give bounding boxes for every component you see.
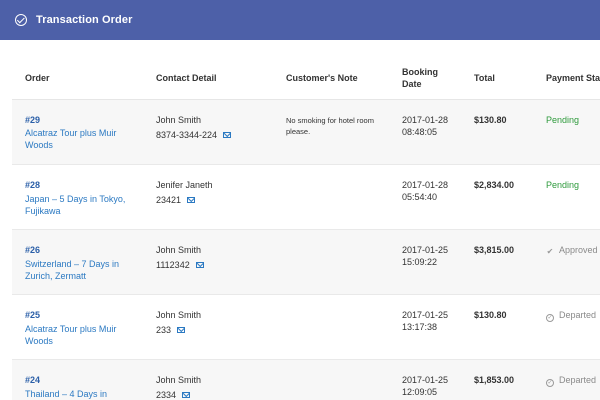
contact-phone: 2334 <box>156 389 191 400</box>
column-header-payment-status: Payment Status <box>546 73 600 83</box>
customer-note: No smoking for hotel room please. <box>286 116 374 136</box>
order-id-link[interactable]: #28 <box>25 180 41 190</box>
contact-name: John Smith <box>156 310 202 320</box>
table-row: #29 Alcatraz Tour plus Muir Woods John S… <box>12 100 600 165</box>
order-name-link[interactable]: Japan – 5 Days in Tokyo, Fujikawa <box>25 194 126 216</box>
order-name-link[interactable]: Thailand – 4 Days in <box>25 389 108 399</box>
mail-icon[interactable] <box>223 132 232 138</box>
contact-name: John Smith <box>156 375 202 385</box>
order-total: $130.80 <box>474 310 507 320</box>
check-icon: ✔ <box>546 247 554 256</box>
payment-status: ✔ Approved <box>546 245 598 256</box>
contact-name: Jenifer Janeth <box>156 180 213 190</box>
payment-status: Pending <box>546 180 580 190</box>
table-row: #24 Thailand – 4 Days in John Smith 2334… <box>12 360 600 400</box>
header-divider <box>12 99 600 100</box>
payment-status: ✓ Departed <box>546 310 597 322</box>
contact-phone: 8374-3344-224 <box>156 129 232 141</box>
payment-status: Pending <box>546 115 580 125</box>
column-header-order: Order <box>25 73 50 83</box>
payment-status: ✓ Departed <box>546 375 597 387</box>
order-total: $3,815.00 <box>474 245 515 255</box>
booking-date: 2017-01-25 12:09:05 <box>402 375 449 397</box>
mail-icon[interactable] <box>182 392 191 398</box>
contact-name: John Smith <box>156 245 202 255</box>
mail-icon[interactable] <box>195 262 204 268</box>
order-id-link[interactable]: #25 <box>25 310 41 320</box>
booking-date: 2017-01-25 13:17:38 <box>402 310 449 332</box>
order-total: $2,834.00 <box>474 180 515 190</box>
order-total: $130.80 <box>474 115 507 125</box>
check-circle-icon <box>15 14 27 26</box>
order-id-link[interactable]: #26 <box>25 245 41 255</box>
order-name-link[interactable]: Alcatraz Tour plus Muir Woods <box>25 128 117 150</box>
table-row: #25 Alcatraz Tour plus Muir Woods John S… <box>12 295 600 360</box>
check-circle-icon: ✓ <box>546 314 554 322</box>
booking-date: 2017-01-25 15:09:22 <box>402 245 449 267</box>
panel-header: Transaction Order <box>0 0 600 40</box>
panel-title: Transaction Order <box>36 14 133 26</box>
booking-date: 2017-01-28 08:48:05 <box>402 115 449 137</box>
contact-phone: 233 <box>156 324 186 336</box>
contact-phone: 23421 <box>156 194 196 206</box>
column-header-note: Customer's Note <box>286 73 358 83</box>
order-id-link[interactable]: #29 <box>25 115 41 125</box>
order-total: $1,853.00 <box>474 375 515 385</box>
column-header-contact: Contact Detail <box>156 73 217 83</box>
booking-date: 2017-01-28 05:54:40 <box>402 180 449 202</box>
check-circle-icon: ✓ <box>546 379 554 387</box>
table-row: #28 Japan – 5 Days in Tokyo, Fujikawa Je… <box>12 165 600 230</box>
column-header-booking-date: Booking Date <box>402 67 438 89</box>
contact-phone: 1112342 <box>156 259 204 271</box>
contact-name: John Smith <box>156 115 202 125</box>
mail-icon[interactable] <box>187 197 196 203</box>
order-id-link[interactable]: #24 <box>25 375 41 385</box>
order-name-link[interactable]: Switzerland – 7 Days in Zurich, Zermatt <box>25 259 120 281</box>
table-row: #26 Switzerland – 7 Days in Zurich, Zerm… <box>12 230 600 295</box>
column-header-total: Total <box>474 73 495 83</box>
order-name-link[interactable]: Alcatraz Tour plus Muir Woods <box>25 324 117 346</box>
mail-icon[interactable] <box>177 327 186 333</box>
